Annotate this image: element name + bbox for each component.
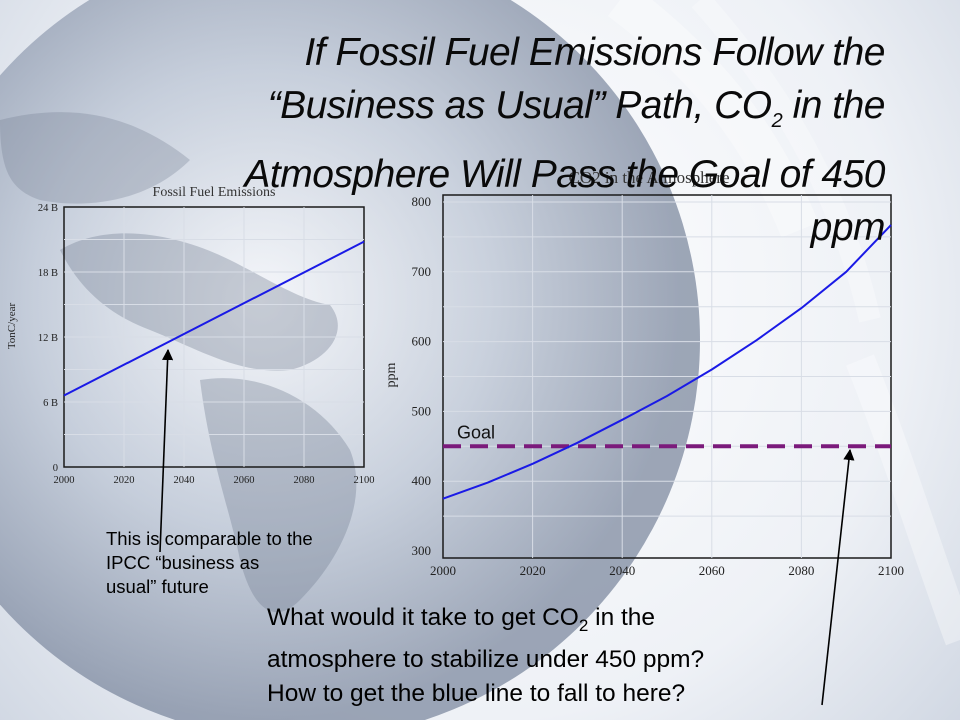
x-tick-label: 2040 (174, 475, 195, 486)
y-tick-label: 700 (412, 264, 432, 279)
chart-title: CO2 in the Atmosphere (568, 168, 729, 187)
goal-label: Goal (457, 422, 495, 442)
x-tick-label: 2000 (430, 563, 456, 578)
y-tick-label: 500 (412, 403, 432, 418)
y-tick-label: 400 (412, 473, 432, 488)
y-tick-label: 6 B (43, 398, 58, 409)
y-tick-label: 600 (412, 334, 432, 349)
y-tick-label: 24 B (38, 203, 58, 214)
y-tick-label: 300 (412, 543, 432, 558)
title-line-3: Atmosphere Will Pass the Goal of 450 (244, 152, 885, 196)
slide-title: If Fossil Fuel Emissions Follow the “Bus… (150, 26, 885, 254)
x-tick-label: 2060 (699, 563, 725, 578)
stabilization-question: What would it take to get CO2 in the atm… (267, 601, 957, 711)
series-line (63, 240, 365, 397)
question-line-3: How to get the blue line to fall to here… (267, 679, 686, 707)
x-tick-label: 2040 (609, 563, 635, 578)
y-axis-label: ppm (384, 362, 399, 387)
x-tick-label: 2060 (234, 475, 255, 486)
x-tick-label: 2100 (878, 563, 904, 578)
ipcc-note-line-2: IPCC “business as (106, 552, 260, 573)
title-line-4: ppm (810, 205, 886, 249)
x-tick-label: 2080 (294, 475, 315, 486)
ipcc-arrow (159, 348, 174, 553)
y-tick-label: 0 (53, 463, 58, 474)
x-tick-label: 2080 (788, 563, 814, 578)
ipcc-comparison-note: This is comparable to the IPCC “business… (106, 527, 386, 599)
question-line-2: atmosphere to stabilize under 450 ppm? (267, 645, 705, 673)
title-line-2: “Business as Usual” Path, CO2 in the (267, 84, 886, 132)
x-tick-label: 2100 (354, 475, 375, 486)
y-axis-label: TonC/year (6, 303, 18, 350)
y-tick-label: 12 B (38, 333, 58, 344)
ipcc-note-line-3: usual” future (106, 576, 209, 597)
x-tick-label: 2020 (520, 563, 546, 578)
chart-title: Fossil Fuel Emissions (153, 185, 276, 200)
x-tick-label: 2000 (54, 475, 75, 486)
y-tick-label: 18 B (38, 268, 58, 279)
question-line-1: What would it take to get CO2 in the (267, 604, 656, 635)
series-line (442, 224, 892, 500)
ipcc-note-line-1: This is comparable to the (106, 528, 313, 549)
title-line-1: If Fossil Fuel Emissions Follow the (304, 31, 885, 74)
goal-arrow (821, 448, 855, 706)
y-tick-label: 800 (412, 194, 432, 209)
x-tick-label: 2020 (114, 475, 135, 486)
